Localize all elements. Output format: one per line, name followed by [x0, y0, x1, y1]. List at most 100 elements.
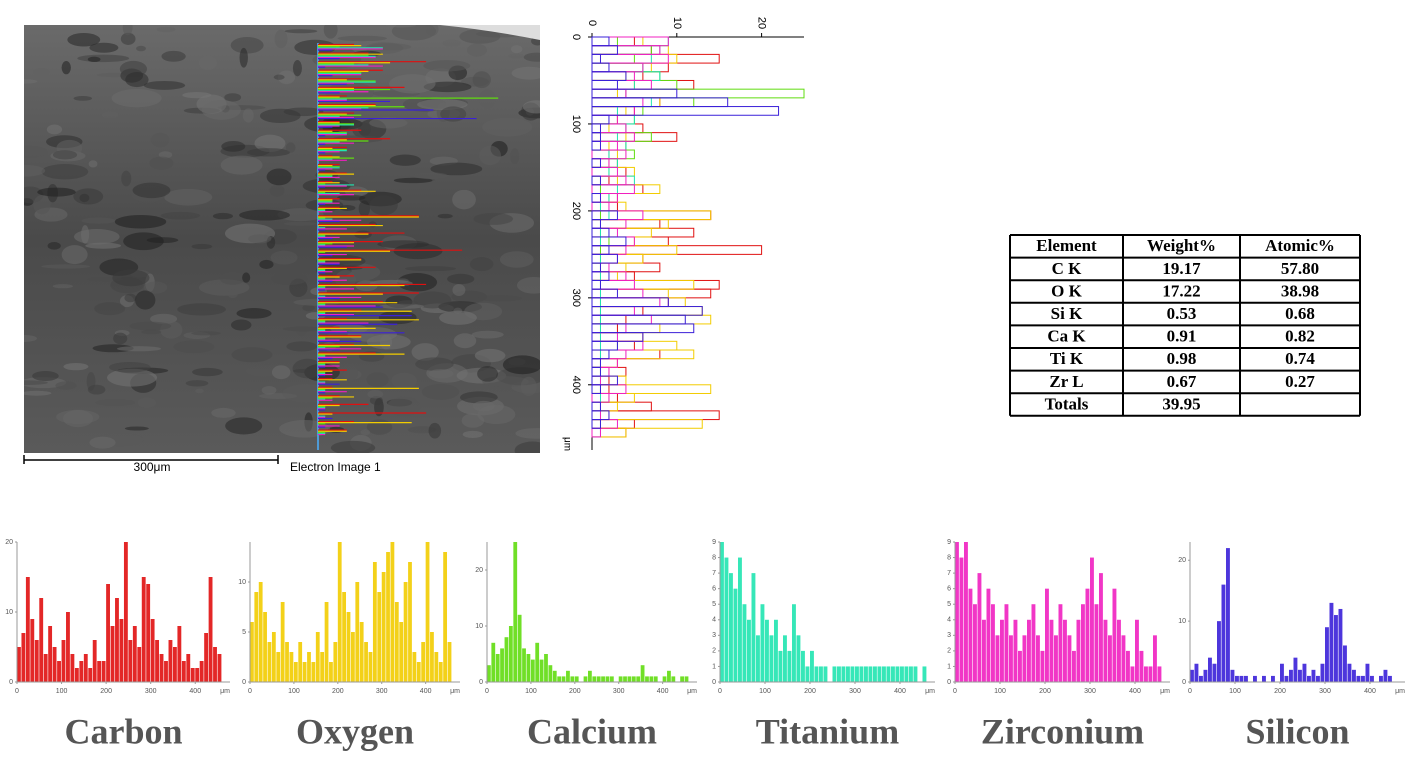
texture-blob — [474, 348, 506, 363]
profile-step — [591, 297, 661, 308]
bar — [48, 626, 53, 682]
texture-blob — [33, 68, 50, 76]
bar — [841, 666, 846, 682]
bar — [1325, 627, 1329, 682]
bar — [810, 650, 814, 682]
texture-blob — [369, 117, 408, 129]
texture-blob — [136, 45, 146, 52]
texture-blob — [286, 341, 318, 352]
texture-blob — [388, 74, 436, 94]
bar — [320, 652, 325, 682]
bar — [110, 626, 115, 682]
texture-blob — [67, 32, 101, 47]
texture-blob — [273, 74, 285, 80]
texture-blob — [24, 390, 52, 396]
bar — [1094, 604, 1099, 682]
texture-blob — [135, 290, 156, 310]
profile-step — [591, 375, 601, 386]
profile-step — [591, 349, 601, 360]
profile-step — [591, 419, 703, 429]
bar — [159, 654, 164, 682]
x-tick-label: 200 — [1274, 688, 1286, 695]
table-cell: 0.82 — [1285, 327, 1315, 346]
texture-blob — [149, 156, 174, 170]
bar — [796, 635, 801, 682]
bar — [1262, 675, 1266, 682]
bar — [574, 676, 579, 682]
profile-step — [591, 401, 618, 412]
profile-step — [591, 297, 669, 308]
bar — [1072, 650, 1076, 682]
x-tick-label: 300 — [376, 688, 388, 695]
bar — [832, 666, 837, 682]
texture-blob — [101, 111, 119, 119]
x-tick-label: 200 — [569, 688, 581, 695]
bar — [1004, 604, 1009, 682]
bar — [855, 666, 859, 682]
bar — [596, 676, 601, 682]
texture-blob — [292, 368, 321, 374]
profile-step — [591, 219, 601, 229]
texture-blob — [330, 440, 376, 453]
bar — [1311, 669, 1316, 682]
bar — [177, 626, 182, 682]
x-tick-label: 200 — [100, 688, 112, 695]
texture-blob — [282, 326, 326, 332]
profile-step — [591, 306, 703, 316]
bar — [1230, 669, 1235, 682]
y-tick-label: 0 — [242, 679, 246, 686]
bar — [645, 676, 649, 682]
profile-step — [591, 79, 635, 90]
profile-step — [591, 410, 720, 421]
texture-blob — [511, 66, 540, 80]
texture-blob — [277, 70, 296, 85]
profile-step — [591, 297, 686, 308]
profile-step — [591, 140, 618, 151]
texture-blob — [502, 355, 540, 375]
y-tick-label: 7 — [712, 570, 716, 577]
x-tick-label: 300 — [1319, 688, 1331, 695]
profile-step — [591, 358, 618, 368]
bar — [1280, 663, 1284, 682]
profile-step — [591, 79, 618, 90]
bar — [909, 666, 913, 682]
profile-step — [591, 332, 601, 342]
texture-blob — [227, 289, 238, 299]
profile-step — [591, 392, 601, 403]
bar — [837, 666, 841, 682]
bar — [164, 661, 168, 682]
bar — [964, 542, 968, 682]
texture-blob — [339, 363, 359, 383]
table-cell: 0.67 — [1167, 372, 1197, 391]
bar — [17, 647, 21, 682]
bar — [1356, 675, 1361, 682]
texture-blob — [472, 71, 491, 89]
profile-step — [591, 253, 618, 264]
x-tick-label: 100 — [759, 688, 771, 695]
x-tick-label: 100 — [994, 688, 1006, 695]
bar — [213, 647, 217, 682]
bar — [959, 557, 964, 682]
profile-step — [591, 227, 601, 238]
bar — [1352, 669, 1356, 682]
bar — [1293, 657, 1298, 682]
bar — [289, 652, 294, 682]
bar — [1000, 619, 1004, 682]
profile-step — [591, 132, 601, 142]
x-tick-label: 100 — [56, 688, 68, 695]
texture-blob — [37, 187, 76, 197]
profile-step — [591, 201, 601, 212]
bar — [1135, 619, 1139, 682]
bar — [39, 598, 44, 682]
texture-blob — [141, 329, 162, 335]
texture-blob — [261, 385, 277, 395]
x-axis-label: μm — [687, 688, 697, 695]
profile-step — [591, 245, 601, 255]
bar — [623, 676, 627, 682]
texture-blob — [201, 100, 241, 120]
texture-blob — [143, 80, 186, 90]
bar — [394, 602, 399, 682]
profile-step — [591, 245, 678, 255]
y-tick-label: 0 — [947, 679, 951, 686]
texture-blob — [89, 42, 119, 53]
